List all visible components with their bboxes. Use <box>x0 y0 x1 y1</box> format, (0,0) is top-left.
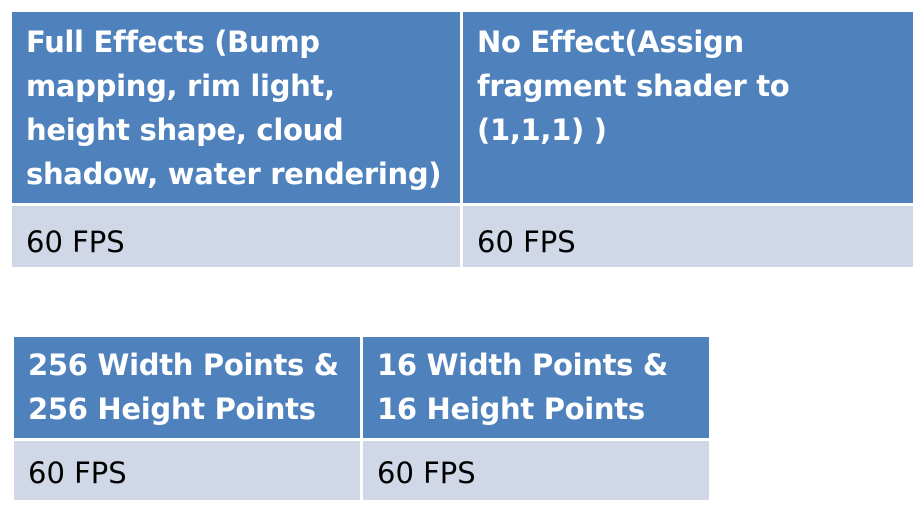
header-full-effects: Full Effects (Bump mapping, rim light, h… <box>12 12 460 203</box>
cell-no-effect-fps: 60 FPS <box>463 206 913 267</box>
cell-full-effects-fps: 60 FPS <box>12 206 460 267</box>
cell-256-points-fps: 60 FPS <box>14 441 360 500</box>
header-16-points: 16 Width Points & 16 Height Points <box>363 337 709 438</box>
cell-16-points-fps: 60 FPS <box>363 441 709 500</box>
header-256-points: 256 Width Points & 256 Height Points <box>14 337 360 438</box>
header-no-effect: No Effect(Assign fragment shader to (1,1… <box>463 12 913 203</box>
effects-fps-table: Full Effects (Bump mapping, rim light, h… <box>12 12 913 267</box>
points-fps-table: 256 Width Points & 256 Height Points 16 … <box>14 337 709 500</box>
